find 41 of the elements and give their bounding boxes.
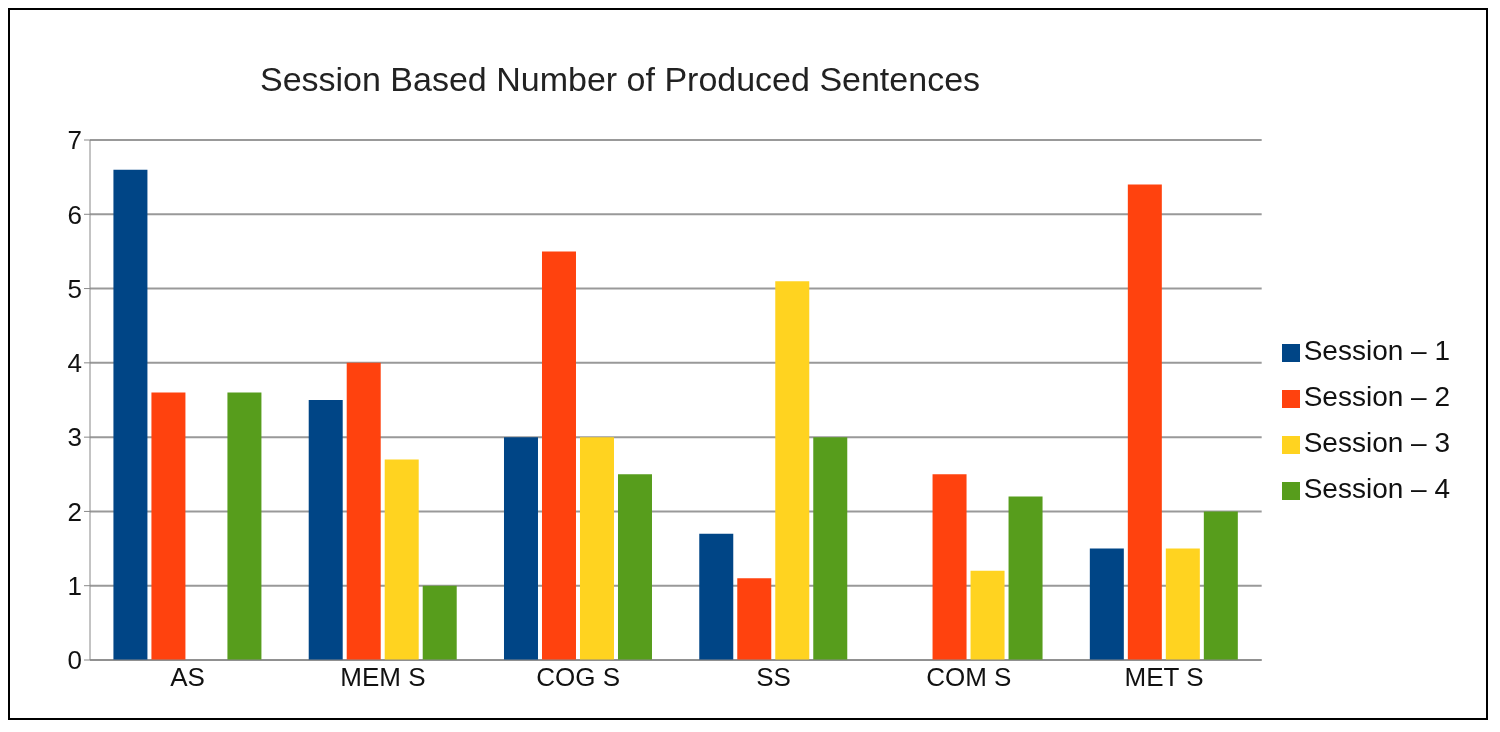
- legend-label: Session – 4: [1303, 473, 1450, 504]
- x-tick-label: COG S: [536, 662, 621, 693]
- legend-label: Session – 3: [1303, 427, 1450, 458]
- y-tick-label: 4: [67, 348, 82, 379]
- bar: [503, 437, 538, 660]
- bar: [699, 533, 734, 660]
- bar: [422, 585, 457, 660]
- bar: [1127, 184, 1162, 660]
- legend-label: Session – 2: [1303, 381, 1450, 412]
- x-tick-label: COM S: [926, 662, 1012, 693]
- bar: [1089, 548, 1124, 660]
- y-tick-label: 7: [67, 125, 82, 156]
- bar: [813, 437, 848, 660]
- y-tick-label: 3: [67, 422, 82, 453]
- y-tick-label: 6: [67, 199, 82, 230]
- bar: [151, 392, 186, 660]
- x-tick-label: AS: [170, 662, 205, 693]
- y-tick-label: 2: [67, 496, 82, 527]
- bar: [346, 362, 381, 660]
- bar: [932, 474, 967, 660]
- bar: [579, 437, 614, 660]
- x-tick-label: SS: [756, 662, 791, 693]
- bar: [541, 251, 576, 660]
- legend-label: Session – 1: [1303, 335, 1450, 366]
- y-tick-label: 5: [67, 273, 82, 304]
- x-tick-label: MET S: [1124, 662, 1204, 693]
- chart-title: Session Based Number of Produced Sentences: [258, 60, 982, 99]
- bar: [1008, 496, 1043, 660]
- y-tick-label: 0: [67, 645, 82, 676]
- bar: [1203, 511, 1238, 660]
- y-tick-label: 1: [67, 570, 82, 601]
- bar: [617, 474, 652, 660]
- bar: [113, 169, 148, 660]
- bar: [384, 459, 419, 660]
- bar: [737, 578, 772, 660]
- x-tick-label: MEM S: [340, 662, 426, 693]
- bar: [970, 570, 1005, 660]
- bar: [227, 392, 262, 660]
- bar: [1165, 548, 1200, 660]
- bar: [308, 400, 343, 660]
- bar: [775, 281, 810, 660]
